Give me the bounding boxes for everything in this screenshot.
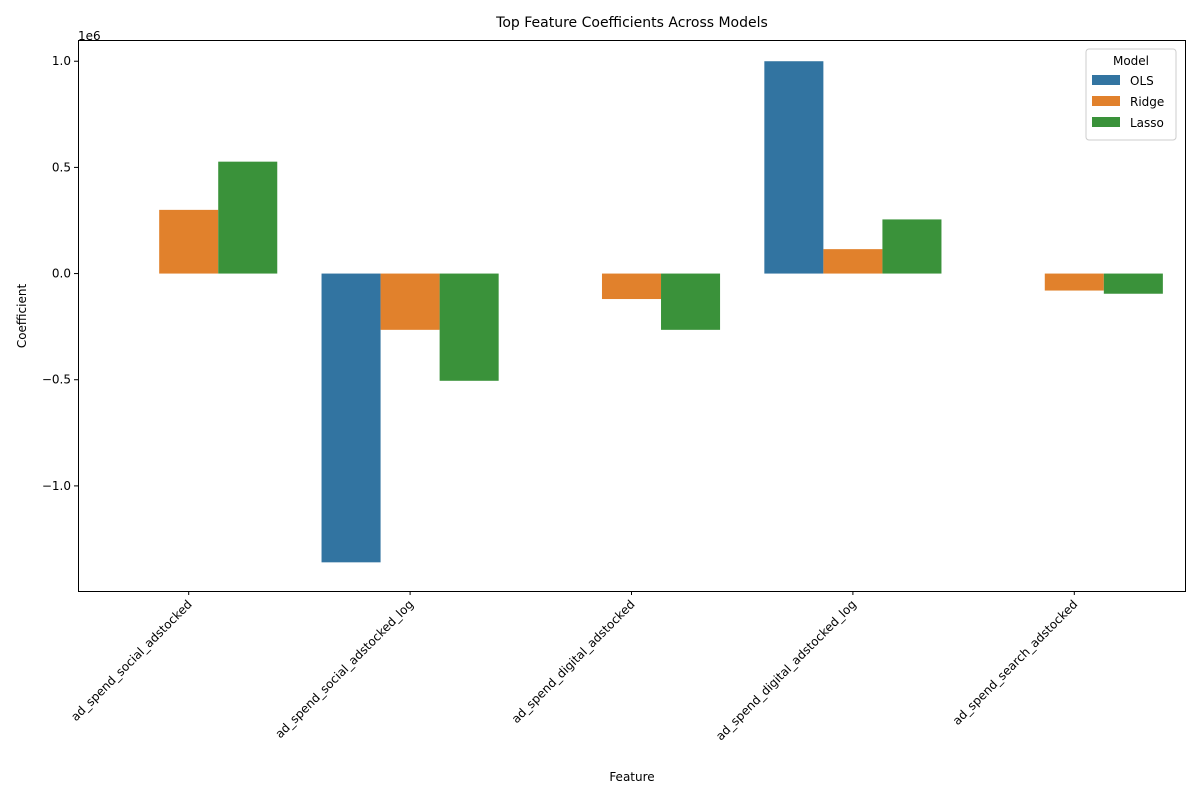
bar-lasso-0 bbox=[218, 161, 278, 274]
legend-label-ridge: Ridge bbox=[1130, 95, 1164, 109]
x-axis-title: Feature bbox=[609, 770, 654, 784]
legend: Model OLS Ridge Lasso bbox=[1085, 48, 1177, 141]
bar-lasso-2 bbox=[661, 273, 721, 330]
bar-ridge-1 bbox=[380, 273, 440, 330]
bar-ridge-3 bbox=[823, 249, 883, 274]
x-tick-label: ad_spend_digital_adstocked bbox=[509, 597, 638, 726]
bar-lasso-3 bbox=[882, 219, 942, 274]
legend-title: Model bbox=[1113, 54, 1149, 68]
y-tick-label: −0.5 bbox=[42, 373, 71, 387]
bar-lasso-4 bbox=[1103, 273, 1163, 294]
y-tick-label: −1.0 bbox=[42, 479, 71, 493]
plot-frame bbox=[78, 40, 1186, 592]
legend-label-lasso: Lasso bbox=[1130, 116, 1164, 130]
x-tick-label: ad_spend_search_adstocked bbox=[950, 597, 1081, 728]
bars-group bbox=[159, 61, 1163, 563]
y-tick-label: 0.0 bbox=[52, 267, 71, 281]
bar-ols-1 bbox=[321, 273, 381, 563]
legend-swatch-ols bbox=[1092, 75, 1120, 85]
y-tick-label: 1.0 bbox=[52, 54, 71, 68]
bar-ridge-0 bbox=[159, 209, 219, 274]
bar-ols-3 bbox=[764, 61, 824, 274]
x-axis: ad_spend_social_adstocked ad_spend_social… bbox=[68, 591, 1080, 743]
bar-lasso-1 bbox=[439, 273, 499, 381]
y-axis: −1.0 −0.5 0.0 0.5 1.0 bbox=[42, 54, 78, 493]
y-offset-label: 1e6 bbox=[78, 29, 101, 43]
x-tick-label: ad_spend_digital_adstocked_log bbox=[713, 597, 859, 743]
legend-swatch-ridge bbox=[1092, 96, 1120, 106]
legend-swatch-lasso bbox=[1092, 117, 1120, 127]
bar-ridge-4 bbox=[1044, 273, 1104, 291]
chart-title: Top Feature Coefficients Across Models bbox=[495, 15, 768, 31]
legend-label-ols: OLS bbox=[1130, 74, 1154, 88]
x-tick-label: ad_spend_social_adstocked_log bbox=[272, 597, 416, 741]
bar-ridge-2 bbox=[601, 273, 662, 300]
y-tick-label: 0.5 bbox=[52, 160, 71, 174]
y-axis-title: Coefficient bbox=[15, 284, 29, 349]
x-tick-label: ad_spend_social_adstocked bbox=[68, 597, 195, 724]
